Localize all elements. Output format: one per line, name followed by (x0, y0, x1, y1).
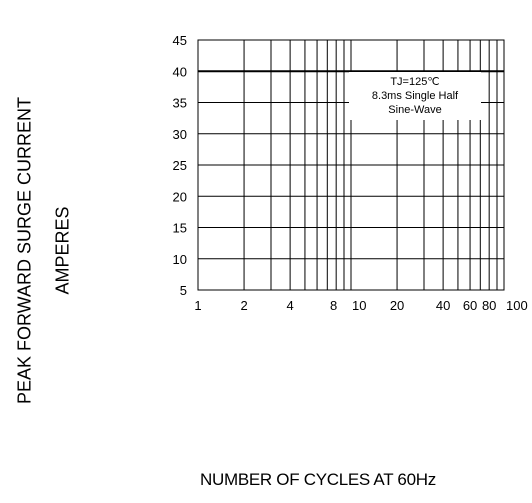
y-axis-units-label: AMPERES (52, 206, 73, 295)
x-tick-label: 1 (194, 298, 201, 313)
y-tick-label: 20 (173, 189, 187, 204)
y-axis-label: PEAK FORWARD SURGE CURRENT (14, 96, 35, 405)
annotation-text-line: 8.3ms Single Half (372, 90, 459, 102)
annotation-box: TJ=125℃ 8.3ms Single Half Sine-Wave (349, 72, 481, 120)
x-tick-label: 40 (436, 298, 450, 313)
y-tick-label: 5 (180, 283, 187, 298)
x-tick-label: 4 (286, 298, 293, 313)
x-tick-label: 2 (240, 298, 247, 313)
x-tick-labels: 1 2 4 8 10 20 40 60 80 100 (194, 298, 527, 313)
annotation-text-line: Sine-Wave (388, 104, 441, 116)
y-tick-label: 30 (173, 127, 187, 142)
y-tick-label: 45 (173, 33, 187, 48)
x-tick-label: 80 (482, 298, 496, 313)
plot-area-frame (197, 39, 505, 291)
y-tick-label: 40 (173, 64, 187, 79)
y-tick-labels: 5 10 15 20 25 30 35 40 45 (173, 33, 187, 298)
x-tick-label: 60 (463, 298, 477, 313)
y-tick-label: 35 (173, 96, 187, 111)
x-tick-label: 100 (506, 298, 528, 313)
x-tick-label: 20 (390, 298, 404, 313)
x-tick-label: 10 (352, 298, 366, 313)
y-tick-label: 25 (173, 158, 187, 173)
y-tick-label: 15 (173, 221, 187, 236)
x-axis-label: NUMBER OF CYCLES AT 60Hz (200, 470, 436, 489)
y-tick-label: 10 (173, 252, 187, 267)
annotation-background (349, 72, 481, 120)
x-tick-label: 8 (330, 298, 337, 313)
annotation-text-line: TJ=125℃ (390, 76, 439, 88)
